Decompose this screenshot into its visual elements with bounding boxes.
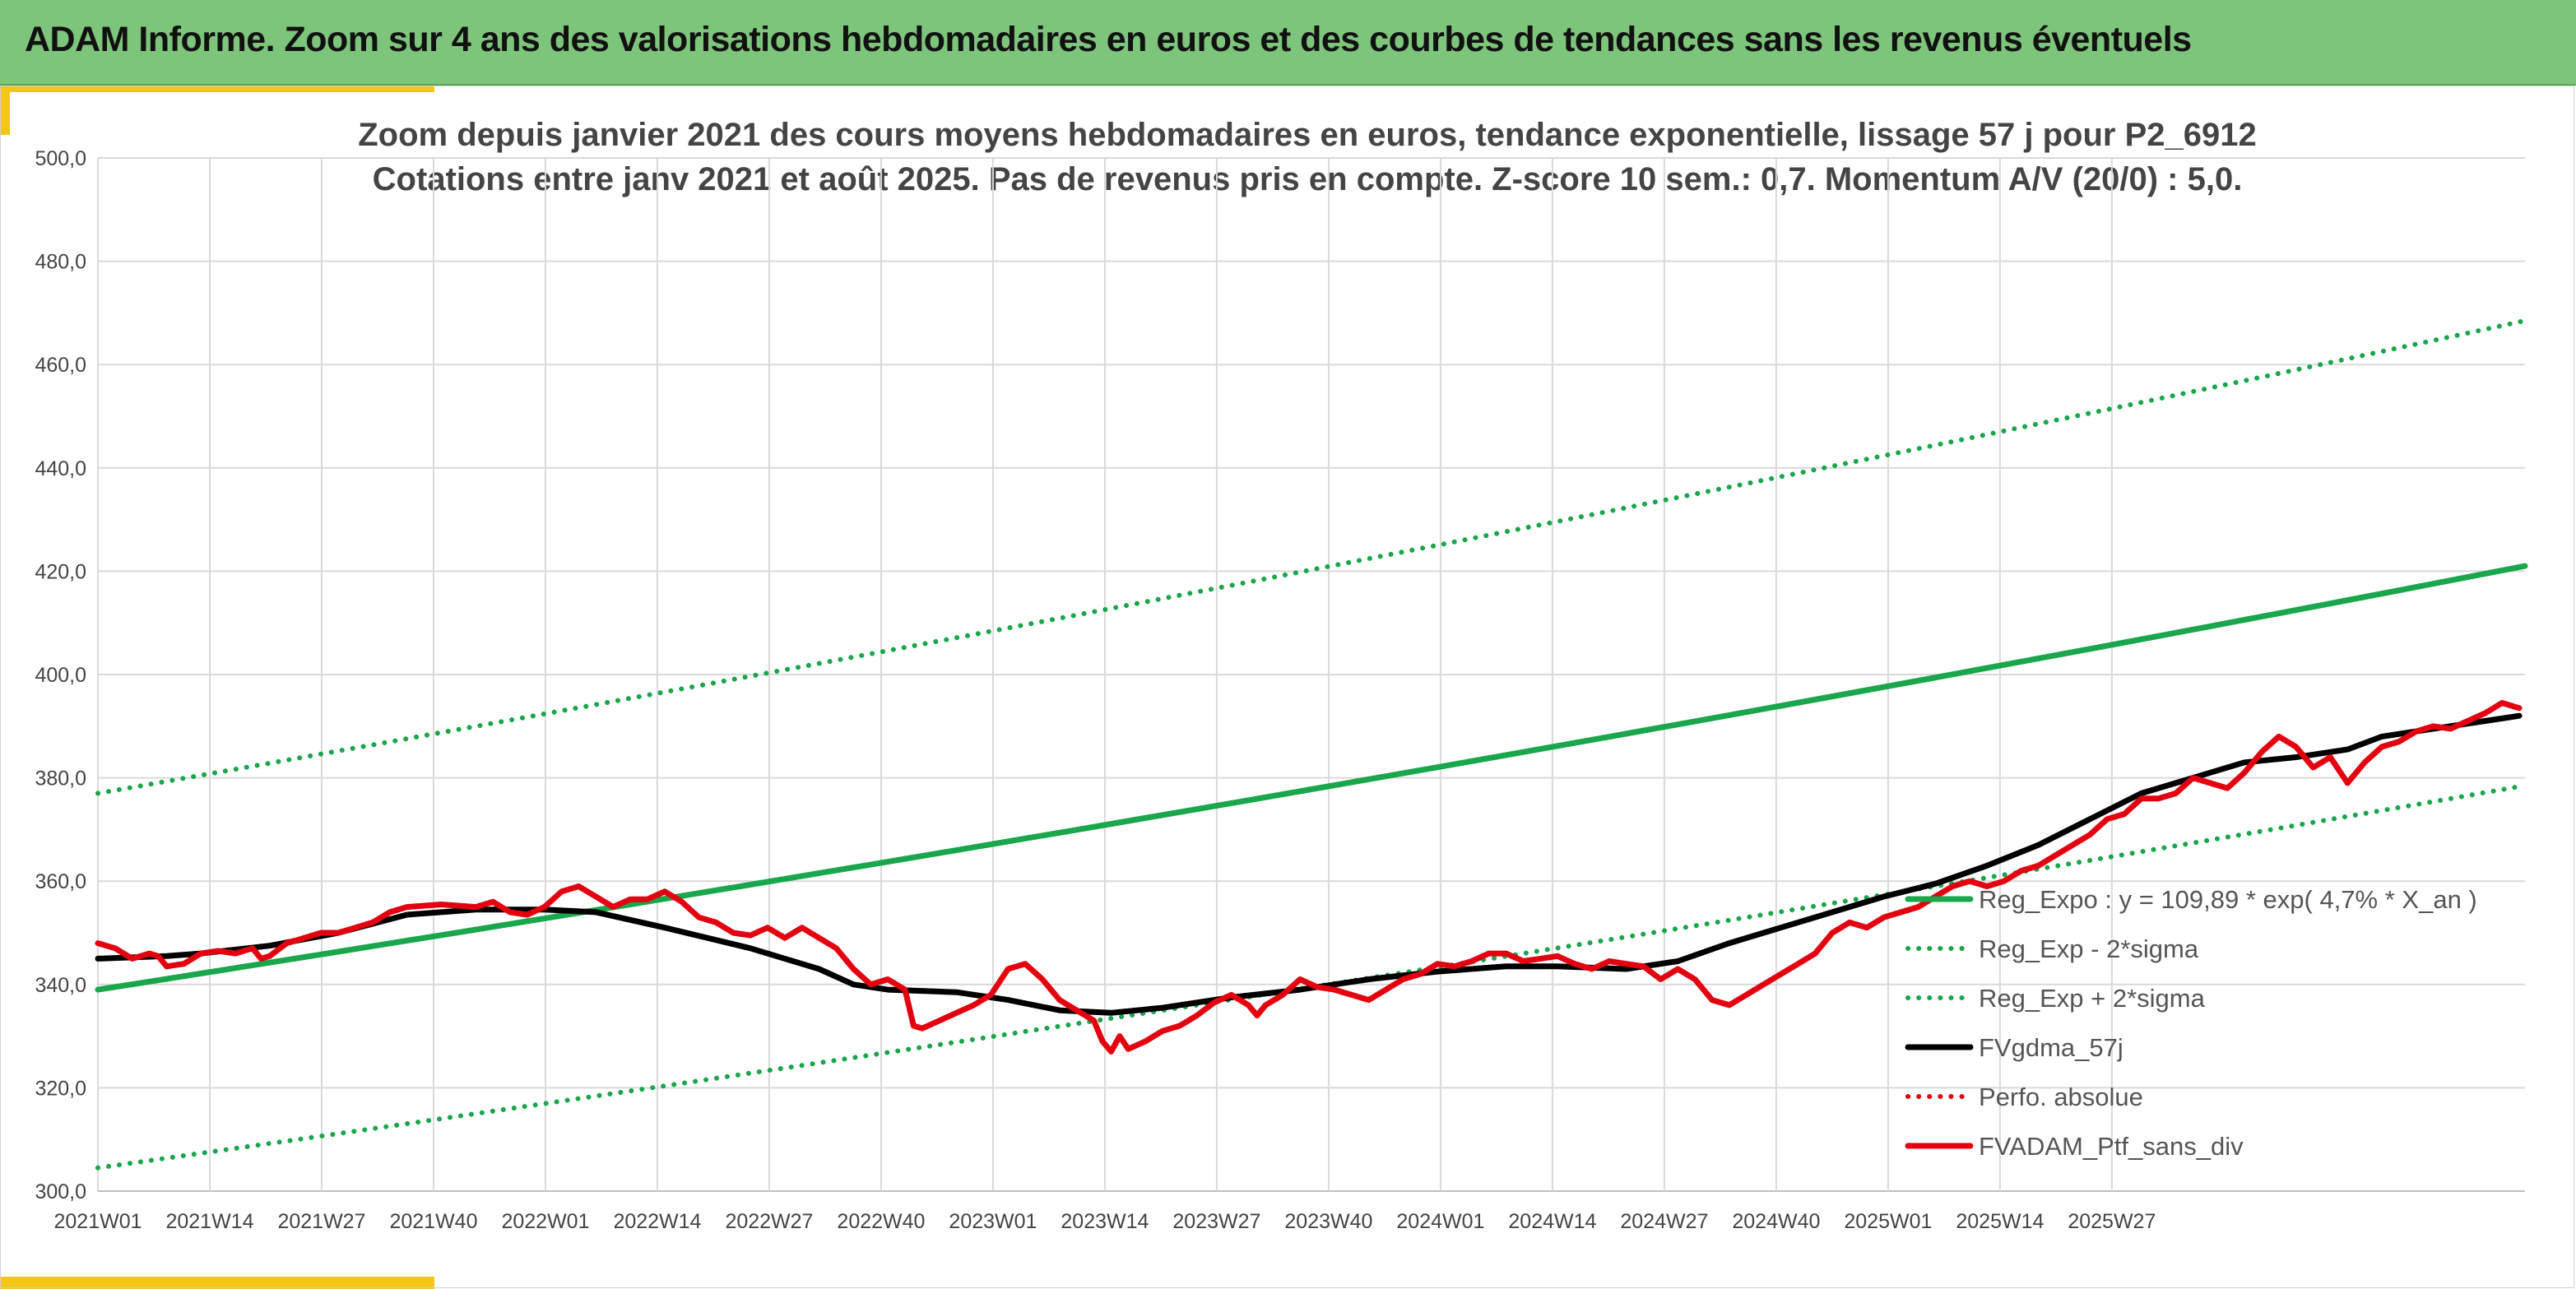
x-tick-label: 2025W01 (1844, 1210, 1932, 1233)
x-tick-label: 2023W14 (1061, 1210, 1149, 1233)
legend-label: FVgdma_57j (1979, 1033, 2123, 1062)
y-tick-label: 300,0 (35, 1180, 86, 1203)
y-tick-label: 360,0 (35, 870, 86, 893)
x-tick-label: 2024W27 (1620, 1210, 1708, 1233)
x-tick-label: 2021W01 (53, 1210, 142, 1233)
series-line-1 (95, 783, 2527, 1171)
chart-area: Zoom depuis janvier 2021 des cours moyen… (0, 86, 2574, 1288)
x-tick-label: 2024W40 (1732, 1210, 1820, 1233)
x-tick-label: 2023W27 (1172, 1210, 1260, 1233)
x-tick-label: 2022W27 (725, 1210, 813, 1233)
y-tick-label: 480,0 (35, 251, 86, 274)
chart-subtitle: Cotations entre janv 2021 et août 2025. … (373, 161, 2243, 197)
title-banner: ADAM Informe. Zoom sur 4 ans des valoris… (0, 0, 2576, 86)
x-tick-label: 2022W01 (501, 1210, 589, 1233)
x-tick-label: 2024W01 (1396, 1210, 1484, 1233)
x-tick-label: 2025W27 (2068, 1210, 2156, 1233)
accent-bar-top (0, 86, 434, 92)
x-tick-label: 2022W40 (837, 1210, 925, 1233)
accent-bar-left (0, 86, 10, 135)
banner-title: ADAM Informe. Zoom sur 4 ans des valoris… (25, 20, 2192, 59)
y-tick-label: 420,0 (35, 560, 86, 583)
y-tick-label: 320,0 (35, 1077, 86, 1100)
x-tick-label: 2021W27 (277, 1210, 365, 1233)
y-tick-label: 380,0 (35, 767, 86, 791)
x-tick-label: 2022W14 (613, 1210, 701, 1233)
legend-label: Reg_Expo : y = 109,89 * exp( 4,7% * X_an… (1979, 885, 2477, 914)
series-line-3 (95, 712, 2523, 1016)
series-line-0 (95, 563, 2528, 993)
grid-lines (97, 157, 2525, 1192)
series-lines (95, 318, 2528, 1171)
legend-label: Perfo. absolue (1979, 1083, 2143, 1111)
y-tick-label: 400,0 (35, 664, 86, 687)
series-line-2 (95, 318, 2527, 796)
series-line-5 (95, 700, 2523, 1055)
x-tick-label: 2021W14 (165, 1210, 253, 1233)
line-chart: Zoom depuis janvier 2021 des cours moyen… (35, 117, 2528, 1233)
accent-bar-bottom (0, 1277, 434, 1289)
x-tick-label: 2024W14 (1508, 1210, 1596, 1233)
x-tick-label: 2025W14 (1956, 1210, 2044, 1233)
y-tick-label: 440,0 (35, 457, 86, 480)
y-axis-labels: 300,0 320,0 340,0 360,0 380,0 400,0 420,0 440,0… (35, 147, 86, 1203)
legend-label: Reg_Exp + 2*sigma (1979, 984, 2206, 1013)
legend-label: FVADAM_Ptf_sans_div (1979, 1132, 2244, 1161)
x-axis-labels: 2021W01 2021W14 2021W27 2021W40 2022W01 2022W… (53, 1210, 2156, 1233)
chart-title: Zoom depuis janvier 2021 des cours moyen… (358, 117, 2257, 153)
x-tick-label: 2021W40 (389, 1210, 477, 1233)
y-tick-label: 340,0 (35, 974, 86, 997)
y-tick-label: 500,0 (35, 147, 86, 170)
legend: Reg_Expo : y = 109,89 * exp( 4,7% * X_an… (1905, 885, 2477, 1161)
x-tick-label: 2023W40 (1284, 1210, 1372, 1233)
x-tick-label: 2023W01 (949, 1210, 1037, 1233)
legend-label: Reg_Exp - 2*sigma (1979, 934, 2199, 963)
y-tick-label: 460,0 (35, 354, 86, 377)
